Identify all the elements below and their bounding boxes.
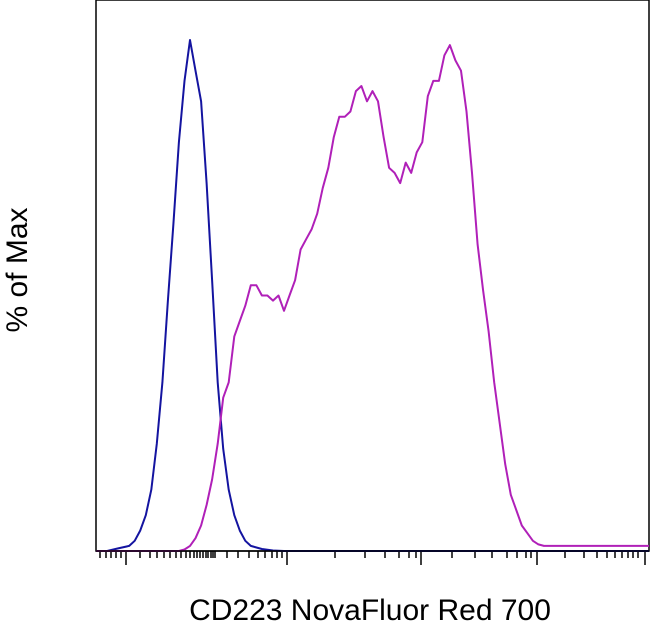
- plot-frame: [95, 0, 650, 552]
- x-axis-ticks: [99, 551, 646, 565]
- series-layer: [96, 39, 649, 552]
- y-axis-label: % of Max: [1, 207, 34, 332]
- series-line-2: [96, 44, 649, 552]
- x-axis-label: CD223 NovaFluor Red 700: [189, 594, 551, 627]
- series-line-1: [106, 39, 649, 552]
